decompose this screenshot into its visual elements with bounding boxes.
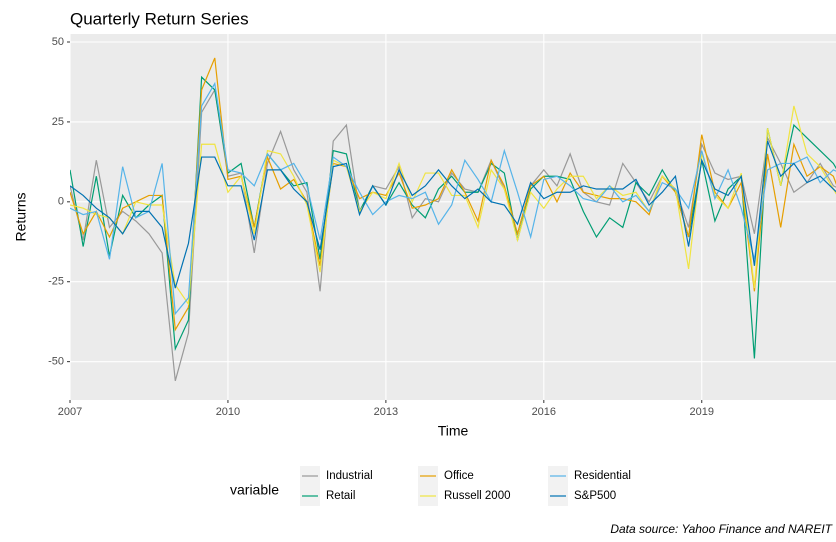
legend-label: Russell 2000	[444, 490, 510, 502]
x-tick-label: 2016	[532, 406, 556, 418]
x-tick-label: 2019	[690, 406, 714, 418]
y-tick-label: 25	[52, 116, 64, 128]
series-line	[70, 140, 836, 289]
x-axis-label: Time	[438, 423, 469, 439]
y-tick-label: 0	[58, 196, 64, 208]
chart-title: Quarterly Return Series	[70, 9, 249, 28]
x-tick-label: 2013	[374, 406, 398, 418]
legend: Industrial Retail Office Russell 2000 Reside…	[300, 466, 631, 506]
legend-label: Office	[444, 470, 474, 482]
y-tick-label: -25	[48, 276, 64, 288]
series-line	[70, 81, 836, 316]
legend-label: Industrial	[326, 470, 373, 482]
legend-title: variable	[230, 482, 279, 498]
legend-label: Residential	[574, 470, 631, 482]
legend-label: Retail	[326, 490, 355, 502]
legend-label: S&P500	[574, 490, 616, 502]
y-tick-label: 50	[52, 36, 64, 48]
y-tick-label: -50	[48, 356, 64, 368]
x-tick-label: 2007	[58, 406, 82, 418]
y-axis-label: Returns	[13, 192, 29, 241]
x-tick-label: 2010	[216, 406, 240, 418]
panel-background	[70, 34, 836, 400]
lines	[70, 57, 836, 381]
caption: Data source: Yahoo Finance and NAREIT	[610, 522, 833, 536]
